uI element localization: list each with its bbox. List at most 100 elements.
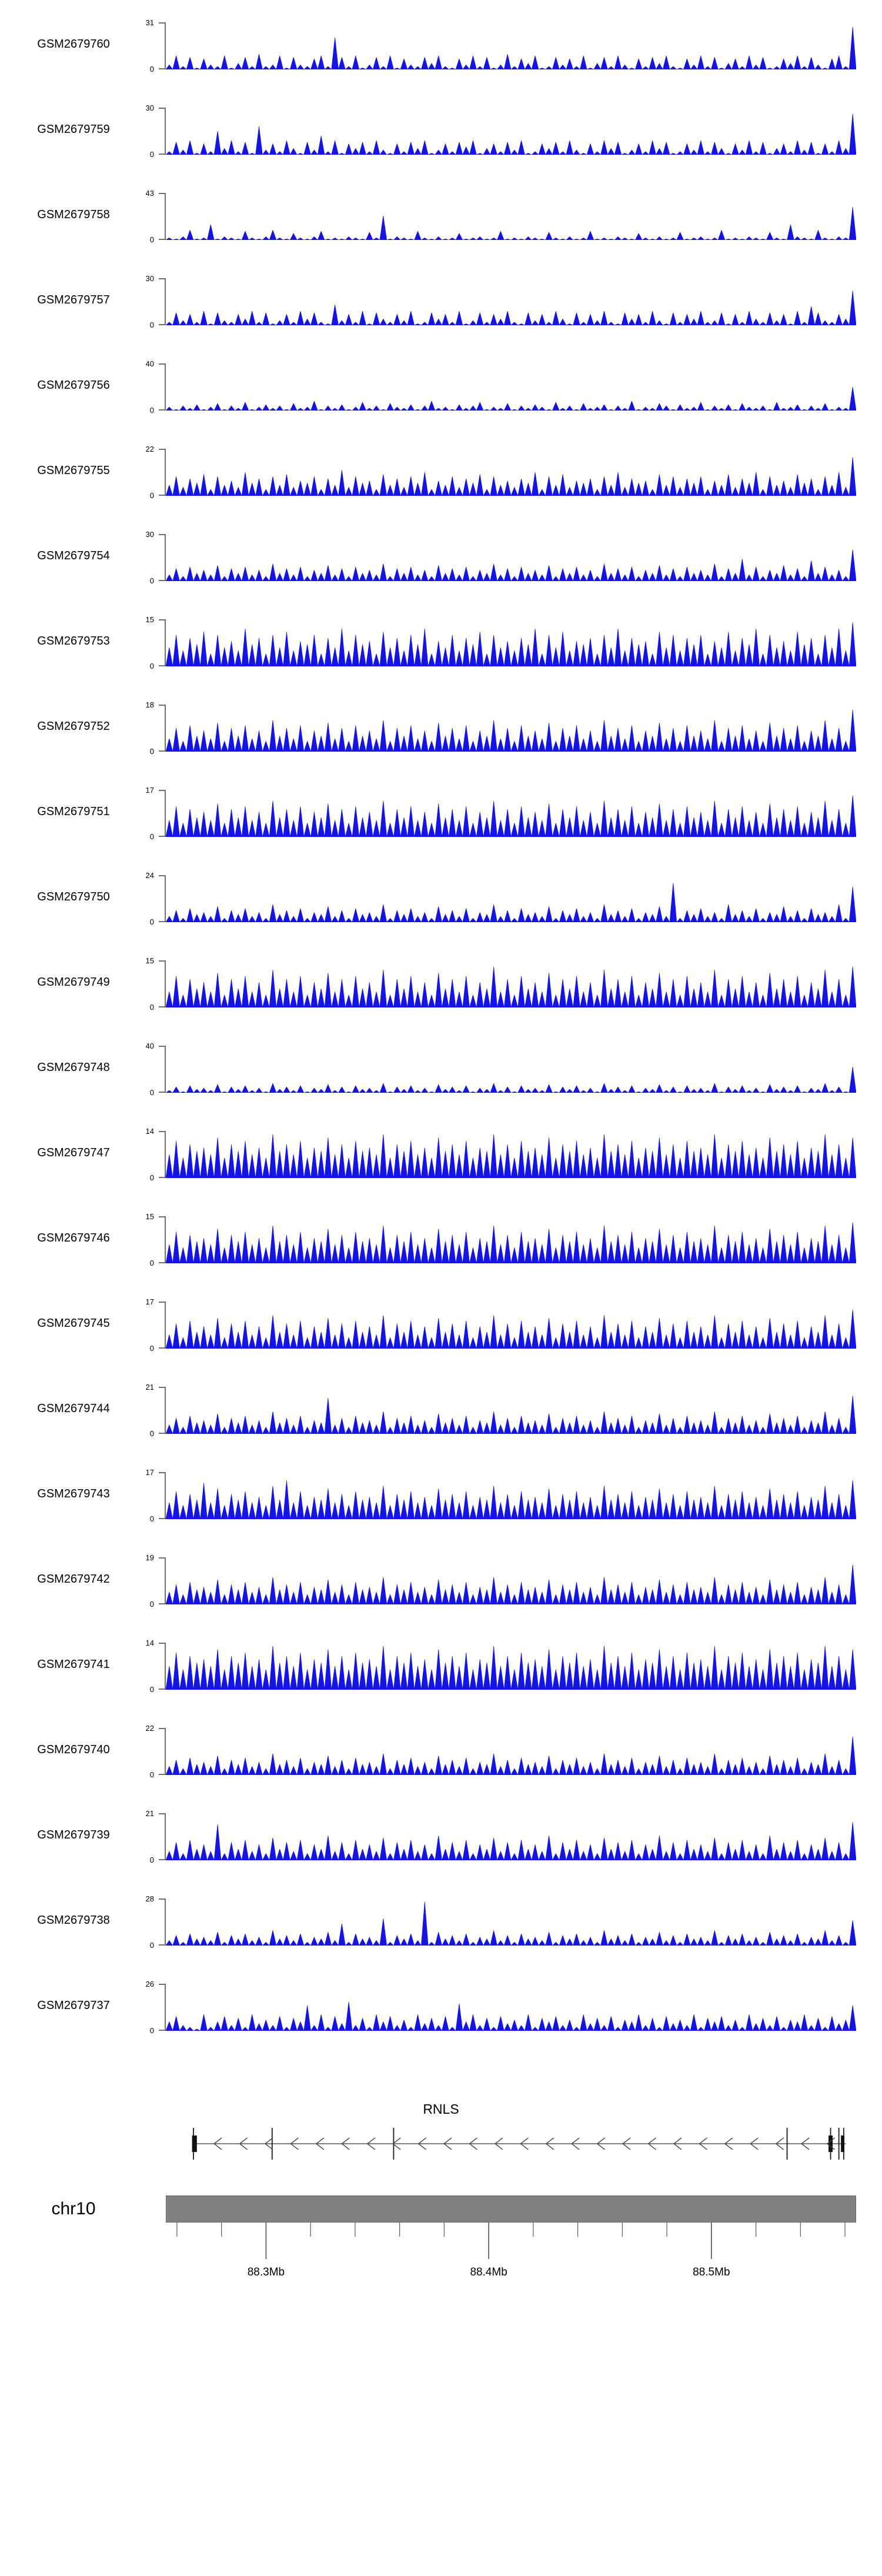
axis-spine: [165, 960, 166, 1007]
coverage-plot[interactable]: [166, 1472, 856, 1519]
coverage-track[interactable]: GSM2679741 14 0: [0, 1639, 882, 1701]
coverage-track[interactable]: GSM2679740 22 0: [0, 1724, 882, 1787]
coverage-plot[interactable]: [166, 1898, 856, 1946]
track-y-axis: 24 0: [146, 872, 166, 926]
axis-tick-min: [159, 921, 166, 922]
track-label: GSM2679742: [37, 1573, 110, 1586]
coverage-plot[interactable]: [166, 193, 856, 240]
coverage-track[interactable]: GSM2679754 30 0: [0, 530, 882, 593]
coverage-track[interactable]: GSM2679760 31 0: [0, 19, 882, 81]
coverage-track[interactable]: GSM2679755 22 0: [0, 445, 882, 508]
coverage-plot[interactable]: [166, 1728, 856, 1775]
axis-max-value: 40: [145, 359, 154, 368]
axis-spine: [165, 1898, 166, 1946]
coverage-track[interactable]: GSM2679759 30 0: [0, 104, 882, 166]
track-y-axis: 21 0: [146, 1383, 166, 1437]
track-label: GSM2679738: [37, 1914, 110, 1927]
axis-spine: [165, 1046, 166, 1093]
axis-tick-min: [159, 1689, 166, 1690]
axis-tick-max: [159, 875, 166, 876]
coverage-track[interactable]: GSM2679742 19 0: [0, 1554, 882, 1616]
coverage-plot[interactable]: [166, 363, 856, 411]
coverage-track[interactable]: GSM2679753 15 0: [0, 616, 882, 678]
coverage-plot[interactable]: [166, 1131, 856, 1178]
track-label: GSM2679758: [37, 208, 110, 221]
gene-exon-intron-structure[interactable]: [166, 2123, 856, 2165]
track-y-axis: 28 0: [146, 1895, 166, 1949]
track-label: GSM2679741: [37, 1658, 110, 1671]
coverage-track[interactable]: GSM2679737 26 0: [0, 1980, 882, 2043]
axis-tick-max: [159, 1302, 166, 1303]
coverage-plot[interactable]: [166, 1813, 856, 1860]
coverage-plot[interactable]: [166, 1387, 856, 1434]
track-label: GSM2679755: [37, 464, 110, 477]
coverage-plot[interactable]: [166, 790, 856, 837]
axis-tick-min: [159, 68, 166, 69]
axis-tick-min: [159, 1859, 166, 1860]
track-y-axis: 15 0: [146, 957, 166, 1011]
axis-tick-max: [159, 1728, 166, 1729]
coverage-plot[interactable]: [166, 534, 856, 581]
axis-max-value: 30: [145, 104, 154, 112]
coverage-track[interactable]: GSM2679747 14 0: [0, 1127, 882, 1190]
axis-tick-min: [159, 665, 166, 666]
axis-min-value: 0: [149, 1856, 154, 1864]
coverage-plot[interactable]: [166, 619, 856, 666]
coverage-plot[interactable]: [166, 449, 856, 496]
coverage-track[interactable]: GSM2679750 24 0: [0, 872, 882, 934]
coverage-plot[interactable]: [166, 705, 856, 752]
track-y-axis: 15 0: [146, 616, 166, 670]
coverage-plot[interactable]: [166, 1302, 856, 1349]
coverage-track[interactable]: GSM2679758 43 0: [0, 189, 882, 252]
axis-max-value: 17: [145, 1468, 154, 1477]
coverage-plot[interactable]: [166, 875, 856, 922]
track-label: GSM2679744: [37, 1402, 110, 1415]
axis-tick-max: [159, 449, 166, 450]
axis-tick-min: [159, 1433, 166, 1434]
gene-model-track[interactable]: RNLS: [0, 2101, 882, 2172]
axis-tick-label: 88.5Mb: [693, 2266, 730, 2278]
coverage-track[interactable]: GSM2679752 18 0: [0, 701, 882, 763]
coverage-track[interactable]: GSM2679748 40 0: [0, 1042, 882, 1105]
coverage-track[interactable]: GSM2679743 17 0: [0, 1468, 882, 1531]
axis-min-value: 0: [149, 235, 154, 244]
chromosome-region-bar[interactable]: [166, 2195, 856, 2223]
coverage-track[interactable]: GSM2679756 40 0: [0, 359, 882, 422]
track-y-axis: 21 0: [146, 1810, 166, 1864]
coverage-plot[interactable]: [166, 960, 856, 1007]
coverage-track[interactable]: GSM2679746 15 0: [0, 1213, 882, 1275]
chromosome-label: chr10: [51, 2199, 96, 2218]
coverage-track[interactable]: GSM2679751 17 0: [0, 786, 882, 849]
coverage-plot[interactable]: [166, 1557, 856, 1604]
axis-spine: [165, 1216, 166, 1263]
axis-min-value: 0: [149, 1941, 154, 1950]
coverage-plot[interactable]: [166, 1046, 856, 1093]
coverage-track[interactable]: GSM2679757 30 0: [0, 275, 882, 337]
axis-tick-min: [159, 1006, 166, 1007]
axis-tick-min: [159, 2030, 166, 2031]
axis-max-value: 18: [145, 700, 154, 709]
axis-tick-max: [159, 193, 166, 194]
track-y-axis: 22 0: [146, 1724, 166, 1778]
coverage-track[interactable]: GSM2679739 21 0: [0, 1810, 882, 1872]
coverage-plot[interactable]: [166, 1643, 856, 1690]
coverage-plot[interactable]: [166, 278, 856, 325]
track-label: GSM2679747: [37, 1146, 110, 1159]
chromosome-axis-track[interactable]: chr10 88.3Mb 88.4Mb 88.5Mb: [0, 2195, 882, 2313]
axis-spine: [165, 363, 166, 411]
coverage-track[interactable]: GSM2679744 21 0: [0, 1383, 882, 1446]
axis-spine: [165, 705, 166, 752]
coverage-plot[interactable]: [166, 1984, 856, 2031]
axis-spine: [165, 1472, 166, 1519]
axis-tick-max: [159, 1131, 166, 1132]
coverage-plot[interactable]: [166, 1216, 856, 1263]
coverage-plot[interactable]: [166, 108, 856, 155]
coverage-track[interactable]: GSM2679749 15 0: [0, 957, 882, 1019]
axis-max-value: 24: [145, 871, 154, 880]
coverage-track[interactable]: GSM2679738 28 0: [0, 1895, 882, 1957]
coverage-plot[interactable]: [166, 22, 856, 69]
coverage-track[interactable]: GSM2679745 17 0: [0, 1298, 882, 1360]
track-label: GSM2679745: [37, 1317, 110, 1330]
track-label: GSM2679743: [37, 1487, 110, 1500]
